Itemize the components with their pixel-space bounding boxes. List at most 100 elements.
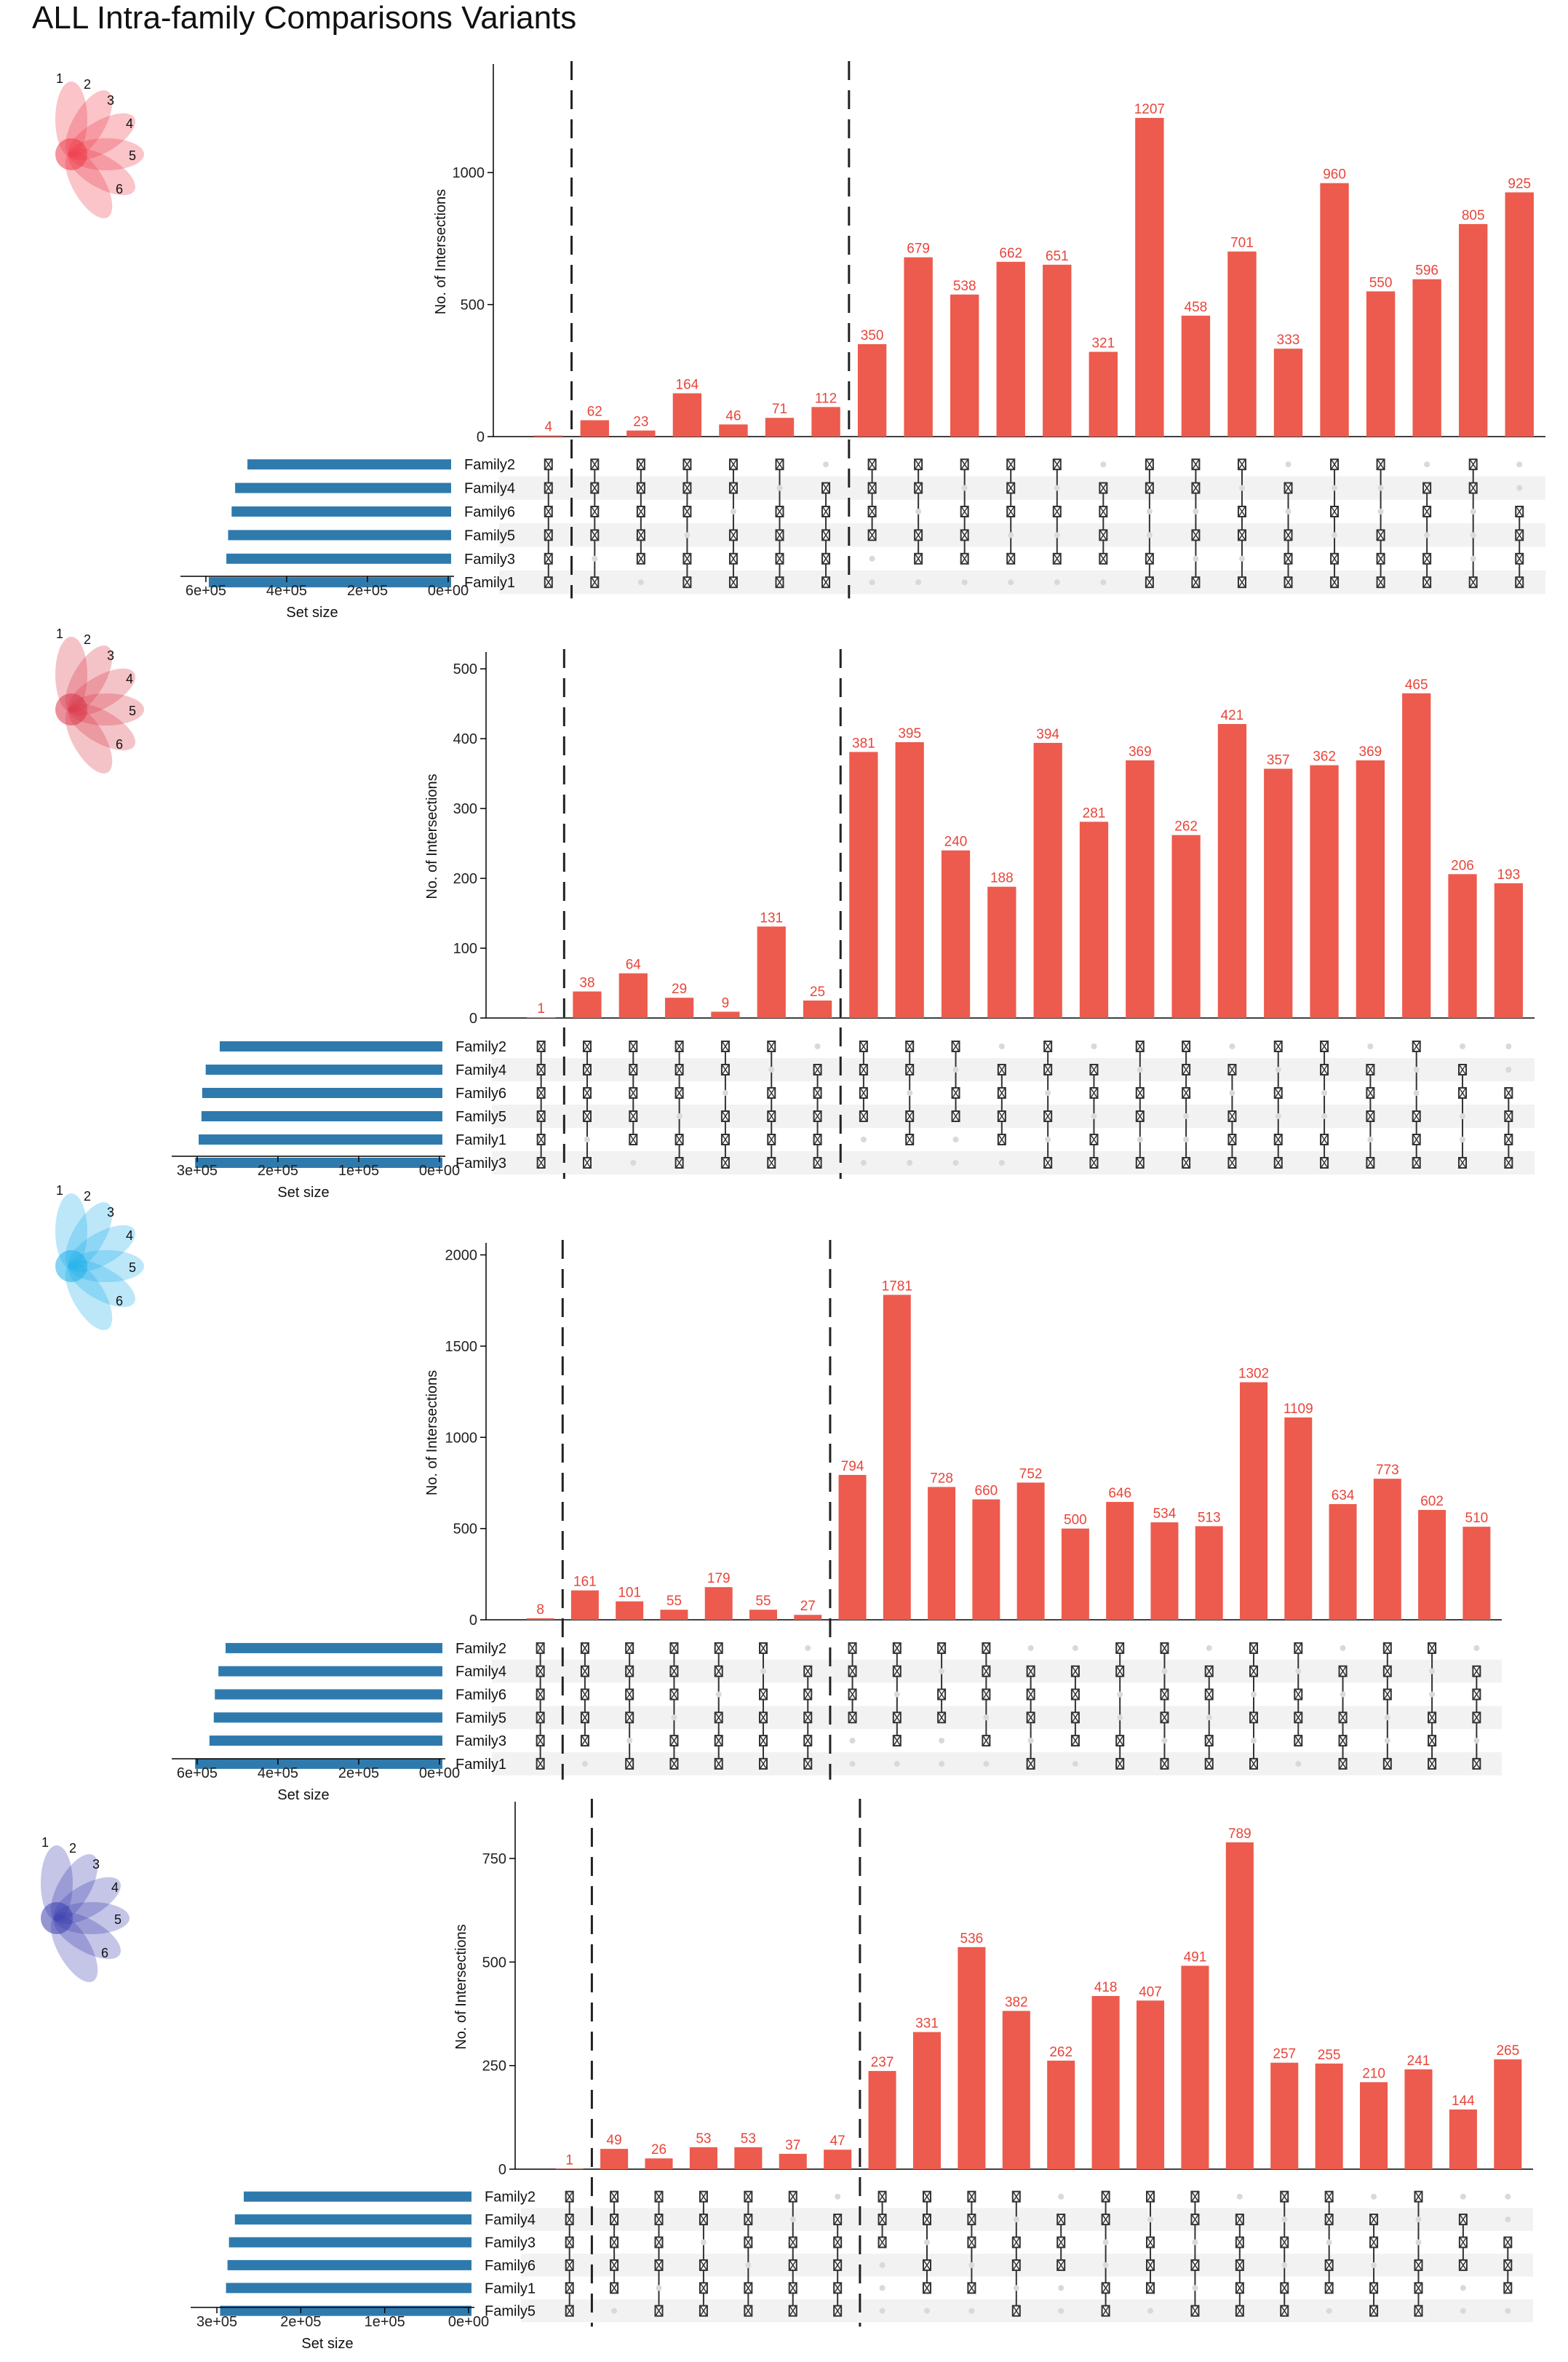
matrix-dot-mark [537,1643,544,1653]
matrix-dot-inactive [1058,2307,1064,2314]
y-tick-label: 0 [469,1613,477,1629]
matrix-dot-mark [1339,1666,1347,1677]
matrix-stripe [499,476,1545,500]
flower-icon: 1 2 34 5 6 [55,627,144,774]
matrix-dot-mark [1236,2260,1243,2270]
matrix-dot-mark [804,1712,811,1722]
intersection-bar [1412,279,1441,437]
flower-number: 3 [107,648,114,663]
matrix-dot-mark [1116,1735,1123,1746]
intersection-bar [1043,264,1072,437]
bar-value-label: 538 [953,279,976,294]
bar-value-label: 421 [1221,708,1244,723]
matrix-dot-mark [1116,1759,1123,1769]
matrix-dot-inactive [1415,2239,1422,2246]
matrix-dot-mark [1027,1690,1035,1699]
set-tick-label: 0e+00 [428,583,469,599]
bar-value-label: 407 [1139,1984,1162,2000]
intersection-bar [1126,760,1155,1018]
matrix-dot-mark [860,1111,867,1121]
flower-petal [68,693,144,725]
matrix-dot-inactive [1206,1714,1212,1721]
matrix-dot-inactive [1008,532,1014,538]
bar-value-label: 596 [1415,263,1438,279]
matrix-dot-mark [744,2214,752,2224]
set-size-bar [226,1642,442,1653]
bar-value-label: 49 [607,2133,622,2148]
matrix-dot-inactive [1413,1090,1420,1096]
flower-number: 5 [129,1260,136,1275]
matrix-dot-inactive [789,2216,796,2223]
flower-petal [55,637,87,712]
matrix-dot-mark [1284,483,1292,493]
bar-value-label: 794 [841,1459,864,1474]
matrix-dot-inactive [1367,1043,1374,1049]
matrix-dot-mark [1044,1065,1051,1075]
matrix-dot-mark [789,2306,797,2316]
matrix-dot-mark [776,554,784,564]
matrix-dot-mark [1370,2238,1377,2247]
flower-petal [55,1193,87,1269]
bar-value-label: 321 [1091,336,1115,351]
matrix-dot-mark [715,1712,723,1722]
matrix-dot-mark [834,2306,841,2316]
flower-number: 3 [107,1205,114,1220]
matrix-dot-mark [581,1712,589,1722]
matrix-dot-mark [566,2260,573,2270]
matrix-dot-mark [629,1111,637,1121]
matrix-dot-mark [1281,2306,1288,2316]
matrix-dot-inactive [849,1760,856,1767]
bar-value-label: 513 [1198,1510,1221,1525]
set-tick-label: 1e+05 [338,1163,379,1179]
intersection-bar [757,926,786,1018]
matrix-dot-mark [545,483,552,493]
matrix-dot-mark [1505,1088,1512,1098]
set-size-axis-title: Set size [277,1787,329,1803]
matrix-dot-mark [1428,1643,1436,1653]
matrix-dot-mark [1072,1712,1079,1722]
matrix-dot-mark [1339,1759,1347,1769]
matrix-dot-mark [1414,2260,1422,2270]
matrix-dot-mark [1054,506,1061,517]
intersection-bar [534,435,563,437]
matrix-dot-mark [1191,2214,1199,2224]
matrix-dot-mark [584,1111,591,1121]
matrix-dot-mark [1250,1712,1257,1722]
set-size-bar [227,2259,471,2270]
matrix-dot-inactive [894,1691,900,1698]
matrix-dot-mark [610,2260,618,2270]
matrix-dot-mark [744,2192,752,2202]
intersection-bar [1494,883,1523,1018]
intersection-bar [580,420,610,437]
flower-number: 2 [69,1841,76,1856]
bar-value-label: 281 [1083,806,1106,821]
matrix-dot-mark [670,1643,678,1653]
matrix-dot-inactive [1377,509,1384,514]
intersection-bar [1002,2011,1030,2169]
bar-value-label: 1781 [882,1279,912,1294]
matrix-dot-mark [968,2283,976,2293]
matrix-dot-inactive [915,579,922,586]
matrix-dot-inactive [1100,579,1107,586]
bar-value-label: 1 [537,1001,545,1017]
matrix-dot-mark [566,2283,573,2293]
flower-number: 5 [129,148,136,163]
intersection-bar [570,1590,599,1620]
flower-number: 4 [126,116,133,131]
matrix-dot-mark [1238,530,1246,540]
intersection-bar [1284,1417,1313,1620]
matrix-dot-inactive [968,2307,975,2314]
intersection-bar [838,1474,867,1620]
set-name-label: Family2 [485,2190,536,2206]
matrix-dot-mark [804,1735,811,1746]
flower-number: 6 [116,737,123,752]
matrix-dot-mark [1281,2192,1288,2202]
matrix-dot-mark [610,2238,618,2247]
matrix-dot-mark [776,506,784,517]
matrix-dot-mark [581,1666,589,1677]
bar-value-label: 679 [907,242,930,257]
matrix-dot-mark [804,1666,811,1677]
matrix-dot-mark [629,1134,637,1145]
matrix-dot-mark [1161,1712,1169,1722]
bar-value-label: 62 [587,405,602,420]
